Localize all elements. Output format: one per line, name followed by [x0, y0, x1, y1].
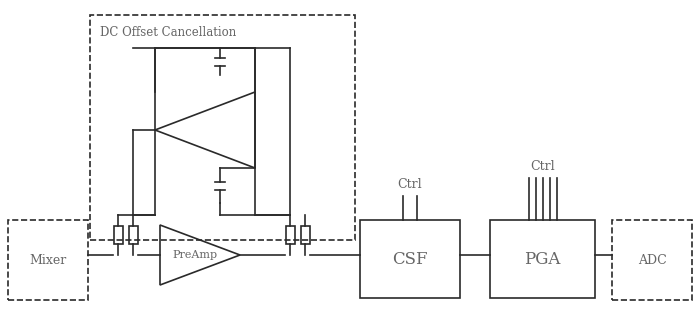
Bar — [360, 220, 460, 298]
Bar — [490, 220, 595, 298]
Bar — [286, 226, 295, 244]
Text: ADC: ADC — [638, 253, 666, 267]
Bar — [129, 226, 137, 244]
Text: Ctrl: Ctrl — [530, 160, 555, 173]
Bar — [90, 15, 355, 240]
Text: PreAmp: PreAmp — [172, 250, 218, 260]
Bar — [113, 226, 122, 244]
Text: Ctrl: Ctrl — [398, 178, 422, 191]
Bar — [8, 220, 88, 300]
Bar — [300, 226, 309, 244]
Text: CSF: CSF — [392, 250, 428, 267]
Text: Mixer: Mixer — [29, 253, 66, 267]
Text: PGA: PGA — [524, 250, 561, 267]
Bar — [612, 220, 692, 300]
Text: DC Offset Cancellation: DC Offset Cancellation — [100, 26, 237, 40]
